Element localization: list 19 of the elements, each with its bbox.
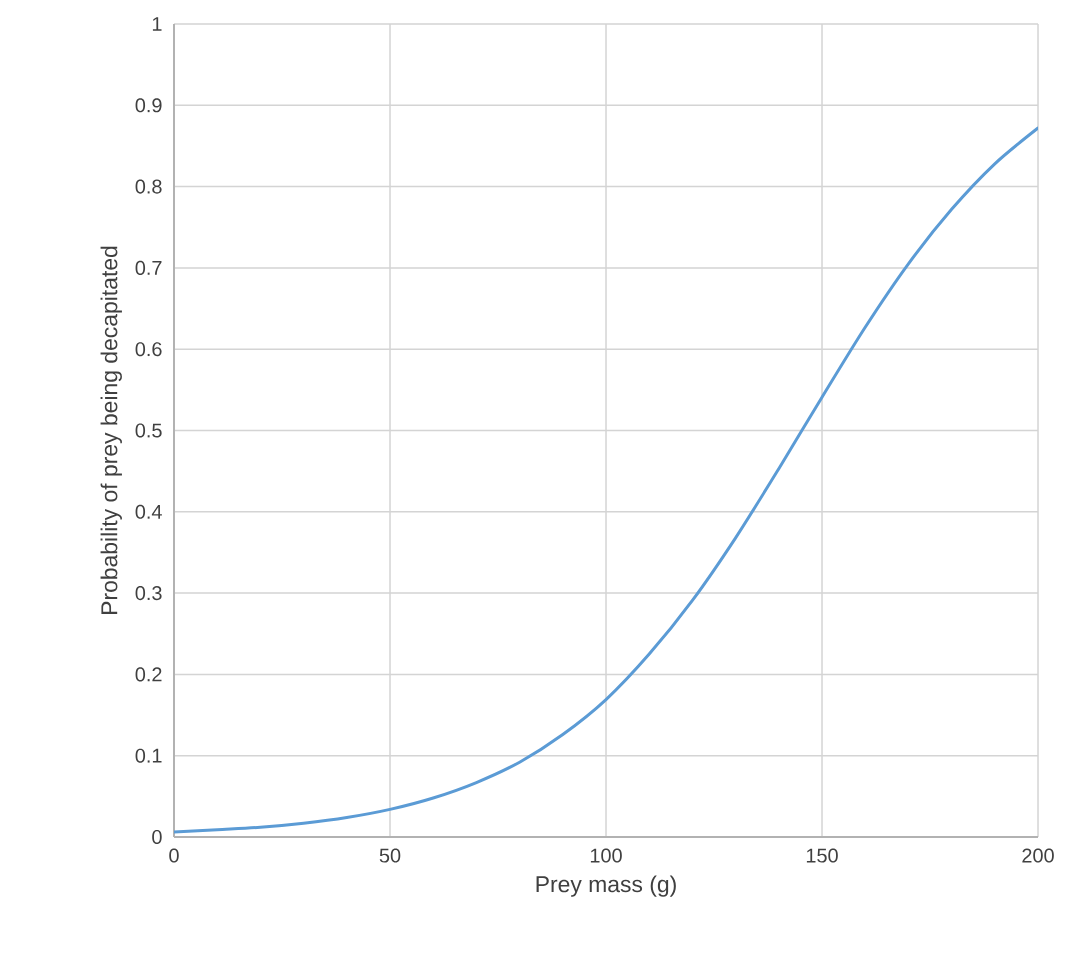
x-tick-label: 100 xyxy=(590,848,622,863)
x-axis-title: Prey mass (g) xyxy=(536,875,676,897)
y-tick-label: 0.9 xyxy=(135,98,162,113)
y-axis-title: Probability of prey being decapitated xyxy=(100,246,122,614)
y-tick-label: 0.5 xyxy=(135,423,162,438)
y-tick-label: 0.4 xyxy=(135,504,162,519)
x-tick-label: 50 xyxy=(379,848,401,863)
x-tick-label: 150 xyxy=(806,848,838,863)
y-tick-label: 0 xyxy=(152,829,162,845)
line-series xyxy=(174,126,1039,834)
x-tick-label: 0 xyxy=(169,848,179,863)
y-tick-label: 0.1 xyxy=(135,748,162,763)
x-tick-label: 200 xyxy=(1022,848,1054,863)
y-tick-label: 0.7 xyxy=(135,260,162,275)
y-tick-label: 0.2 xyxy=(135,667,162,682)
y-tick-label: 1 xyxy=(152,17,162,31)
y-tick-label: 0.3 xyxy=(135,586,162,601)
y-tick-label: 0.8 xyxy=(135,179,162,194)
y-tick-label: 0.6 xyxy=(135,342,162,357)
